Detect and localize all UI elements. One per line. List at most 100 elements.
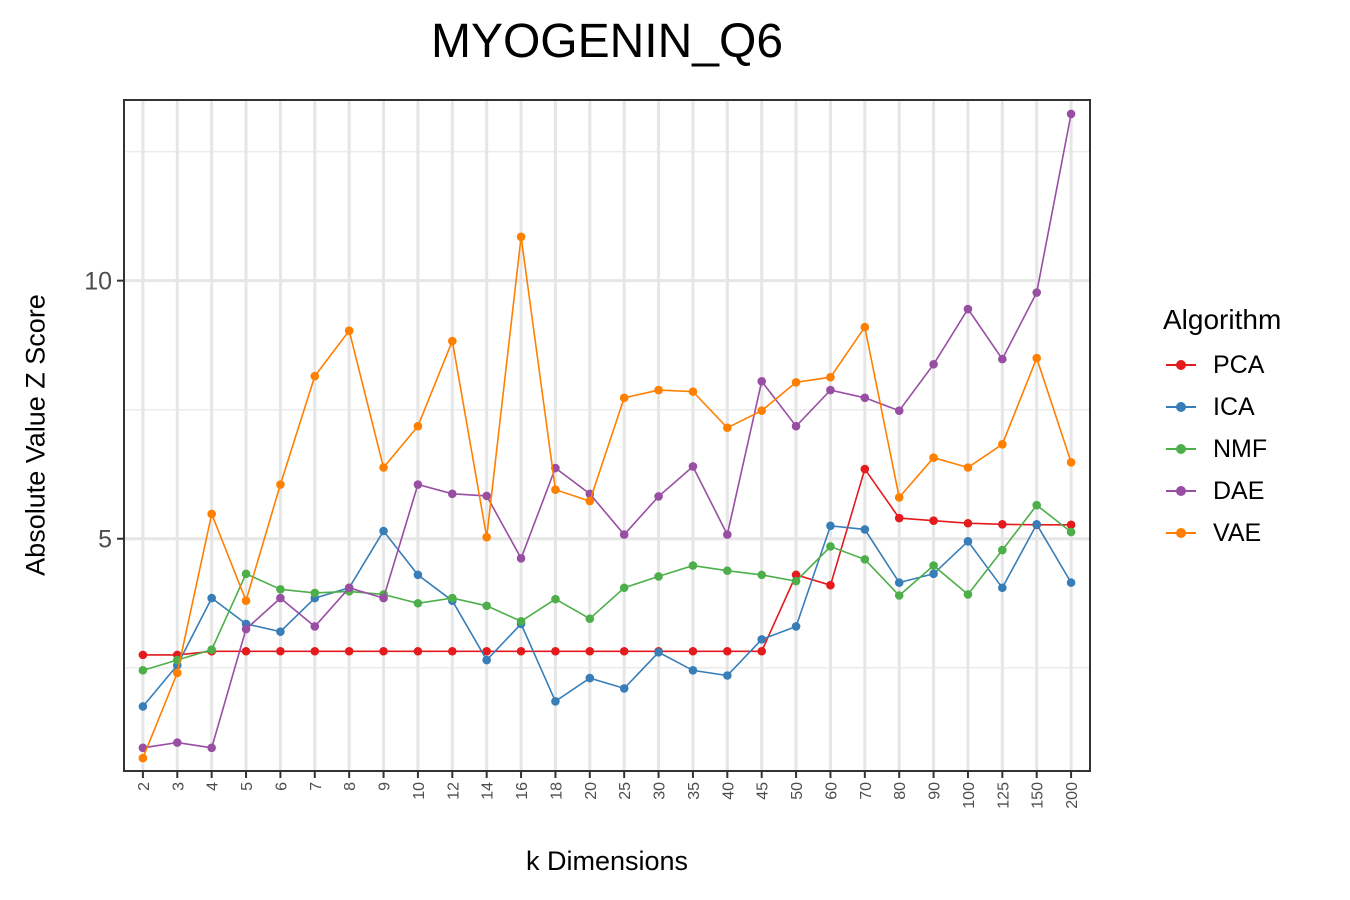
data-point-pca — [138, 650, 148, 660]
data-point-dae — [723, 530, 732, 539]
legend-item-pca: PCA — [1163, 344, 1281, 386]
legend-label: NMF — [1213, 434, 1268, 463]
data-point-vae — [207, 509, 216, 519]
legend-label: VAE — [1213, 518, 1262, 547]
plot-border — [123, 99, 1091, 772]
data-point-nmf — [826, 542, 835, 551]
data-point-ica — [929, 569, 938, 579]
data-point-ica — [482, 655, 491, 665]
data-point-ica — [207, 593, 216, 603]
data-point-vae — [860, 322, 870, 332]
data-point-ica — [379, 526, 388, 536]
data-point-nmf — [654, 572, 663, 581]
legend-title: Algorithm — [1163, 304, 1282, 335]
data-point-nmf — [276, 585, 285, 594]
y-tick-label: 10 — [84, 268, 112, 296]
data-point-dae — [482, 491, 491, 501]
data-point-nmf — [688, 561, 698, 570]
x-tick-label: 5 — [239, 782, 256, 791]
data-point-vae — [585, 496, 595, 506]
legend-key — [1163, 397, 1199, 417]
x-tick-label: 100 — [961, 782, 978, 809]
data-point-vae — [929, 453, 938, 462]
data-point-nmf — [310, 588, 320, 598]
data-point-ica — [860, 525, 870, 534]
data-point-ica — [654, 647, 663, 657]
data-point-nmf — [963, 590, 973, 599]
data-point-pca — [1066, 520, 1076, 530]
data-point-ica — [791, 622, 801, 631]
data-point-nmf — [619, 583, 629, 593]
data-point-dae — [688, 462, 698, 471]
x-tick-label: 70 — [858, 782, 875, 800]
data-point-ica — [1066, 578, 1076, 587]
data-point-vae — [723, 423, 732, 433]
x-tick-label: 7 — [308, 782, 325, 791]
x-tick-label: 9 — [377, 782, 394, 791]
x-tick-label: 45 — [755, 782, 772, 800]
data-point-pca — [757, 646, 766, 656]
legend-item-dae: DAE — [1163, 470, 1281, 512]
data-point-ica — [688, 666, 698, 675]
data-point-pca — [929, 516, 938, 525]
data-point-vae — [310, 371, 320, 381]
data-point-ica — [138, 702, 148, 711]
x-tick-label: 12 — [445, 782, 462, 800]
legend-key — [1163, 439, 1199, 459]
x-tick-label: 35 — [686, 782, 703, 800]
data-point-pca — [241, 646, 251, 656]
data-point-vae — [998, 439, 1007, 449]
data-point-dae — [998, 354, 1007, 364]
x-tick-label: 4 — [205, 782, 222, 791]
x-tick-label: 30 — [652, 782, 669, 800]
x-tick-label: 18 — [548, 782, 565, 800]
data-point-ica — [413, 570, 423, 580]
data-point-vae — [963, 463, 973, 472]
data-point-dae — [791, 421, 801, 431]
data-point-dae — [619, 530, 629, 539]
x-tick-label: 150 — [1030, 782, 1047, 809]
data-point-nmf — [448, 593, 457, 603]
x-tick-label: 200 — [1064, 782, 1081, 809]
data-point-vae — [654, 385, 663, 395]
data-point-vae — [482, 532, 491, 542]
data-point-vae — [241, 596, 251, 605]
x-tick-label: 2 — [136, 782, 153, 791]
data-point-pca — [344, 646, 354, 656]
data-point-dae — [207, 743, 216, 753]
series-line-ica — [142, 522, 1072, 708]
data-point-nmf — [791, 576, 801, 586]
data-point-nmf — [757, 570, 766, 580]
data-point-dae — [757, 377, 766, 386]
data-point-dae — [310, 622, 320, 631]
x-tick-label: 10 — [411, 782, 428, 800]
data-point-nmf — [1066, 527, 1076, 537]
x-tick-label: 25 — [617, 782, 634, 800]
x-tick-label: 16 — [514, 782, 531, 800]
data-point-dae — [826, 385, 835, 395]
data-point-pca — [448, 646, 457, 656]
data-point-nmf — [241, 569, 251, 579]
data-point-nmf — [516, 617, 526, 626]
data-point-dae — [1066, 109, 1076, 119]
data-point-vae — [276, 480, 285, 489]
data-point-nmf — [138, 666, 148, 675]
data-point-vae — [551, 485, 560, 494]
data-point-pca — [619, 646, 629, 656]
x-tick-label: 20 — [583, 782, 600, 800]
data-point-pca — [998, 519, 1007, 529]
data-point-vae — [379, 463, 388, 472]
data-point-dae — [894, 406, 904, 416]
legend: Algorithm PCA ICA NMF DAE VAE — [1163, 304, 1281, 554]
data-point-dae — [1032, 288, 1042, 297]
data-point-vae — [688, 387, 698, 396]
data-point-pca — [516, 646, 526, 656]
data-point-ica — [619, 684, 629, 693]
data-point-vae — [619, 393, 629, 403]
data-point-vae — [826, 372, 835, 382]
data-point-dae — [379, 593, 388, 603]
x-axis-label: k Dimensions — [525, 846, 689, 876]
data-point-nmf — [998, 545, 1007, 555]
series-line-pca — [142, 467, 1072, 656]
